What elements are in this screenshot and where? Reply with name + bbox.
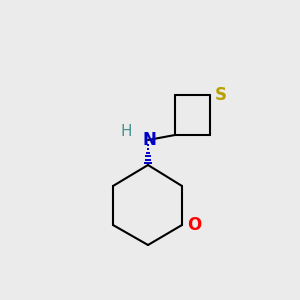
Text: H: H <box>120 124 132 139</box>
Text: S: S <box>215 86 227 104</box>
Text: O: O <box>187 216 201 234</box>
Text: N: N <box>142 131 156 149</box>
